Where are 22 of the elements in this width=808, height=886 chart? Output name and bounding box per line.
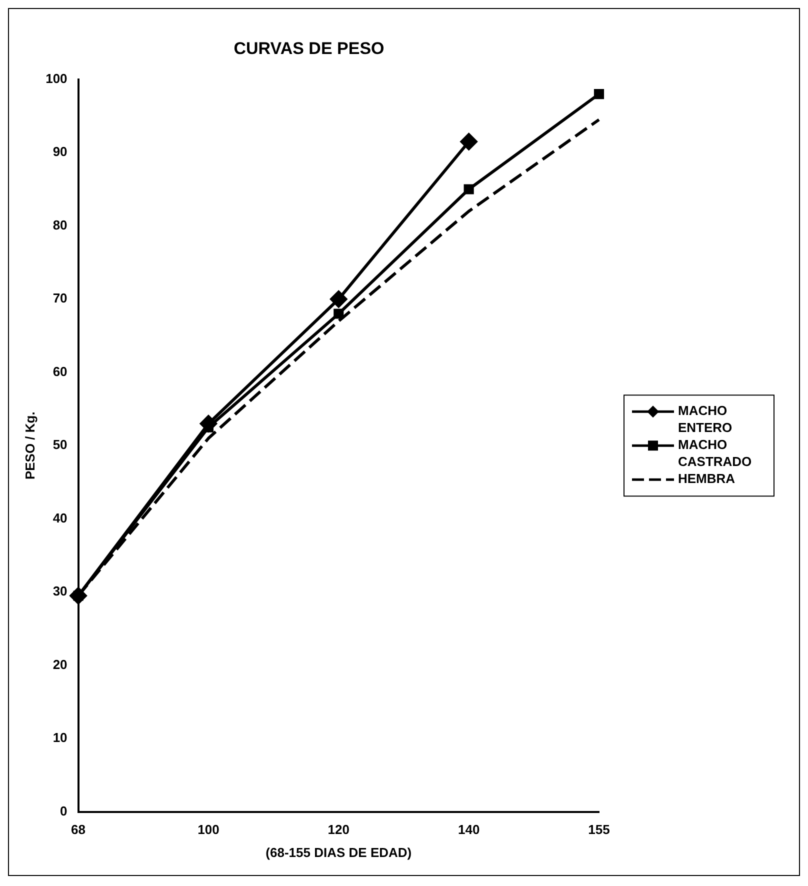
x-tick-label: 100 xyxy=(198,822,220,838)
x-tick-label: 120 xyxy=(328,822,350,838)
y-tick-label: 80 xyxy=(52,217,68,232)
y-tick-label: 60 xyxy=(52,364,68,379)
x-axis-title: (68-155 DIAS DE EDAD) xyxy=(266,844,412,860)
y-tick-label: 0 xyxy=(60,803,68,818)
chart-title: CURVAS DE PESO xyxy=(234,38,384,58)
x-tick-label: 155 xyxy=(588,822,610,838)
y-tick-label: 10 xyxy=(52,730,68,746)
x-tick-label: 68 xyxy=(71,822,86,838)
y-tick-label: 100 xyxy=(46,70,68,86)
y-tick-label: 30 xyxy=(52,584,68,599)
y-tick-label: 40 xyxy=(52,510,68,526)
y-tick-label: 50 xyxy=(52,437,68,452)
legend-label: MACHO ENTERO xyxy=(678,403,732,436)
y-tick-label: 20 xyxy=(52,656,68,672)
x-tick-label: 140 xyxy=(458,822,480,838)
y-tick-label: 90 xyxy=(52,144,68,160)
legend-label: HEMBRA xyxy=(678,471,736,486)
y-axis-title: PESO / Kg. xyxy=(22,412,38,480)
y-tick-label: 70 xyxy=(52,290,68,306)
legend-label: MACHO CASTRADO xyxy=(678,437,752,470)
